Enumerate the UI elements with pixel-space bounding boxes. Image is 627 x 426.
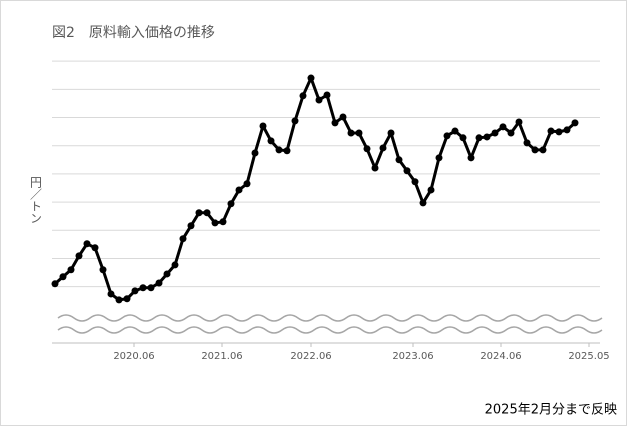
data-point [267,137,275,145]
data-point [315,96,323,104]
x-tick-label: 2024.06 [480,351,521,362]
data-point [555,128,563,136]
x-tick-label: 2021.06 [201,351,242,362]
data-point [147,284,155,292]
data-point [379,144,387,152]
y-axis-label: 円／トン [29,176,43,224]
data-point [123,295,131,303]
data-point [227,200,235,208]
data-point [179,235,187,243]
data-point [91,244,99,252]
data-point [515,118,523,126]
data-point [171,261,179,269]
data-point [443,132,451,140]
data-point [299,92,307,100]
data-point [411,178,419,186]
x-tick-label: 2022.06 [290,351,331,362]
data-point [107,290,115,298]
data-point [347,129,355,137]
data-point [395,156,403,164]
data-point [211,219,219,227]
data-point [307,74,315,82]
data-point [219,218,227,226]
data-point [427,186,435,194]
data-point [195,209,203,217]
data-point [83,240,91,248]
data-point [355,129,363,137]
data-point [563,126,571,134]
data-point [531,146,539,154]
data-point [371,164,379,172]
data-point [131,287,139,295]
data-point [483,133,491,141]
data-point [387,129,395,137]
data-point [163,270,171,278]
data-point [403,167,411,175]
data-point [451,127,459,135]
axis-break [57,314,603,322]
data-point [51,280,59,288]
data-point [547,127,555,135]
axis-break [57,326,603,334]
data-point [283,147,291,155]
data-point [435,154,443,162]
data-point [291,117,299,125]
data-point [523,139,531,147]
data-point [491,129,499,137]
data-point [323,91,331,99]
data-point [235,186,243,194]
data-point [251,149,259,157]
data-point [203,209,211,217]
data-point [99,266,107,274]
x-tick-label: 2025.05 [568,351,609,362]
data-point [59,273,67,281]
data-point [507,129,515,137]
data-point [67,266,75,274]
data-point [187,222,195,230]
x-tick-label: 2020.06 [113,351,154,362]
data-point [155,279,163,287]
data-point [459,134,467,142]
data-point [467,154,475,162]
data-point [243,180,251,188]
data-point [499,123,507,131]
data-point [139,284,147,292]
x-tick-label: 2023.06 [392,351,433,362]
data-point [259,122,267,130]
data-point [331,119,339,127]
data-point [419,199,427,207]
data-point [475,134,483,142]
data-point [275,146,283,154]
data-point [75,252,83,260]
data-point [115,296,123,304]
data-point [363,145,371,153]
data-point [571,119,579,127]
chart-title: 図2 原料輸入価格の推移 [52,25,215,41]
data-point [339,113,347,121]
data-point [539,146,547,154]
note: 2025年2月分まで反映 [485,403,617,418]
